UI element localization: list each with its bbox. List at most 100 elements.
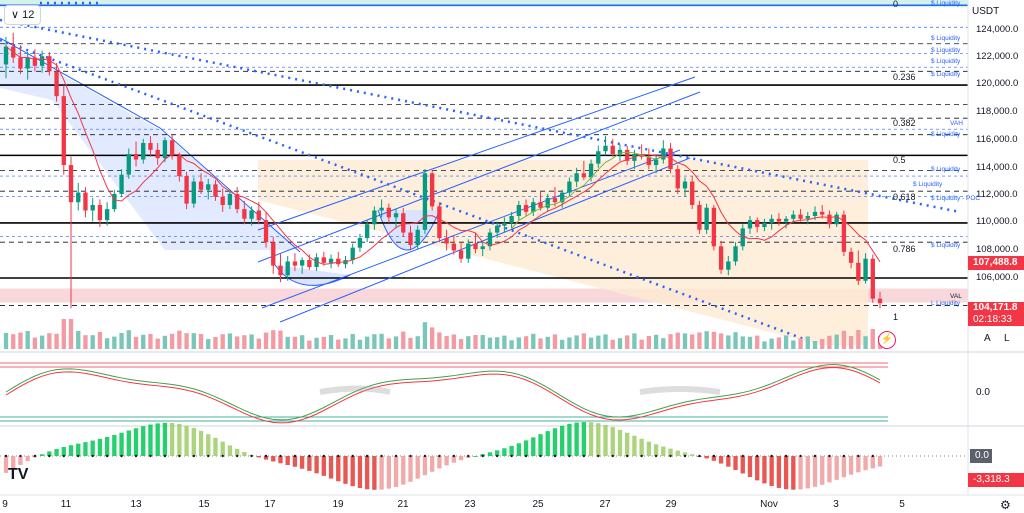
candle-body (783, 218, 789, 222)
price-tick-label: 110,000.0 (976, 216, 1018, 227)
volume-bar (588, 337, 594, 349)
volume-bar (141, 334, 146, 349)
volume-bar (422, 322, 428, 349)
candle-body (169, 140, 175, 156)
histogram-bar (487, 452, 493, 456)
volume-bar (285, 336, 290, 349)
price-tick-label: 124,000.0 (976, 24, 1019, 35)
histogram-dot (337, 454, 340, 458)
volume-bar (379, 333, 384, 349)
histogram-dot (698, 454, 701, 458)
candle-body (733, 246, 738, 262)
candle-body (545, 198, 550, 208)
moving-average-green (511, 151, 664, 230)
fib-level-0236: 0.236 (893, 72, 916, 82)
histogram-dot (553, 454, 557, 458)
histogram-dot (640, 454, 643, 458)
volume-bar (336, 339, 341, 349)
volume-bar (104, 338, 110, 349)
candle-body (495, 225, 500, 233)
candle-body (769, 218, 774, 223)
volume-bar (357, 339, 363, 349)
histogram-bar (220, 441, 225, 456)
histogram-dot (394, 454, 398, 458)
volume-bar (552, 334, 558, 349)
volume-bar (509, 340, 514, 349)
histogram-dot (784, 454, 788, 458)
auto-scale-button[interactable]: A (984, 333, 991, 344)
histogram-bar (610, 427, 615, 456)
volume-bar (39, 335, 45, 349)
histogram-bar (162, 422, 168, 456)
interval-label: 12 (22, 9, 35, 21)
volume-bar (429, 327, 435, 349)
histogram-bar (841, 456, 847, 478)
interval-button[interactable]: ∨ 12 (4, 5, 42, 25)
histogram-bar (47, 451, 52, 456)
volume-bar (437, 332, 442, 349)
volume-bar (307, 340, 312, 349)
tradingview-logo[interactable]: TV (8, 466, 29, 483)
candle-body (68, 165, 74, 203)
volume-bar (213, 337, 218, 349)
candle-body (646, 156, 652, 166)
histogram-bar (639, 438, 644, 456)
candle-body (675, 169, 680, 189)
histogram-bar (68, 445, 74, 456)
volume-bar (856, 330, 861, 349)
candle-body (668, 148, 673, 170)
histogram-bar (552, 428, 558, 456)
trendline-dotted (0, 38, 821, 347)
histogram-dot (264, 454, 268, 458)
price-tick-label: 114,000.0 (976, 162, 1018, 173)
volume-bar (83, 335, 88, 349)
candle-body (704, 207, 709, 230)
histogram-bar (661, 446, 666, 456)
time-tick-label: 19 (332, 499, 344, 510)
candle-body (841, 214, 847, 252)
candle-body (206, 184, 211, 190)
candle-body (437, 206, 442, 239)
volume-bar (668, 334, 673, 349)
fib-level-0786: 0.786 (893, 244, 916, 254)
volume-bar (603, 334, 608, 349)
histogram-dot (235, 454, 239, 458)
histogram-dot (120, 454, 123, 458)
histogram-bar (769, 456, 774, 486)
liquidity-label: $ Liquidity (931, 0, 961, 7)
candle-body (574, 173, 579, 182)
histogram-dot (828, 454, 831, 458)
currency-label[interactable]: USDT (972, 6, 1000, 17)
volume-bar (198, 334, 204, 349)
histogram-bar (437, 456, 442, 469)
histogram-bar (704, 456, 709, 459)
histogram-dot (452, 454, 456, 458)
histogram-dot (62, 454, 65, 458)
histogram-dot (192, 454, 196, 458)
candle-body (711, 207, 717, 247)
log-scale-button[interactable]: L (1004, 333, 1010, 344)
liquidity-label: $ Liquidity (931, 35, 961, 42)
histogram-dot (799, 454, 802, 458)
oscillator-line (5, 364, 881, 421)
candle-body (119, 174, 124, 194)
candle-body (776, 218, 782, 222)
price-tick-label: 106,000.0 (976, 272, 1019, 283)
histogram-dot (250, 454, 253, 458)
gear-icon[interactable]: ⚙ (1000, 498, 1011, 512)
lightning-icon[interactable]: ⚡ (878, 331, 896, 349)
histogram-bar (502, 448, 507, 456)
histogram-bar (307, 456, 312, 471)
histogram-dot (611, 454, 614, 458)
volume-bar (271, 330, 276, 349)
volume-bar (841, 330, 847, 349)
histogram-bar (133, 428, 139, 456)
histogram-dot (409, 454, 412, 458)
candle-body (328, 258, 334, 263)
histogram-bar (762, 456, 767, 484)
fib-level-0: 0 (893, 0, 899, 9)
histogram-dot (134, 454, 138, 458)
candle-body (393, 213, 399, 218)
histogram-bar (870, 456, 875, 469)
